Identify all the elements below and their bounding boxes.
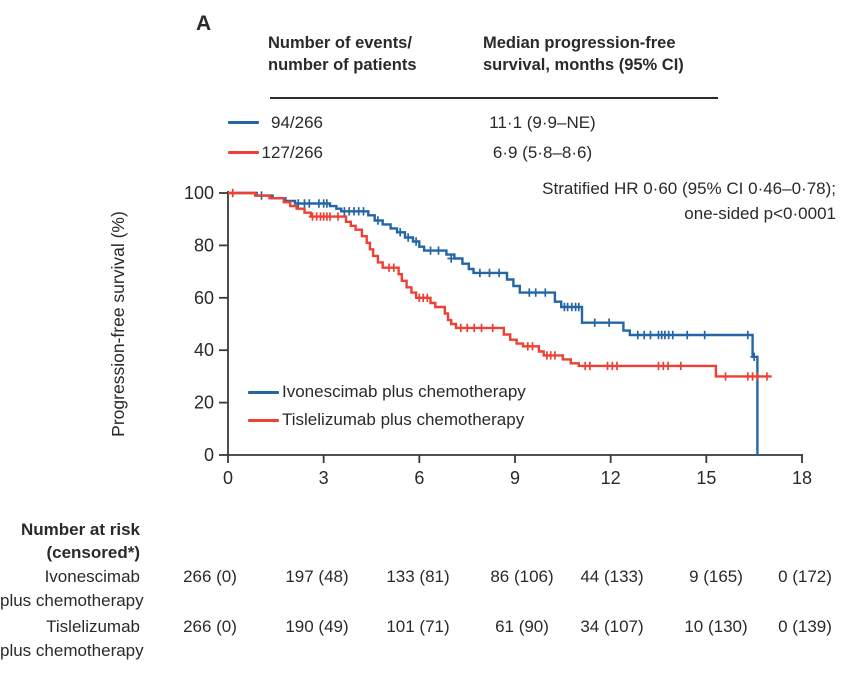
x-tick-label: 18 <box>792 468 812 488</box>
hr-annotation-line2: one-sided p<0·0001 <box>684 204 836 223</box>
x-tick-label: 6 <box>414 468 424 488</box>
y-tick-label: 40 <box>194 340 214 360</box>
y-axis-title: Progression-free survival (%) <box>108 211 128 437</box>
at-risk-cell: 0 (172) <box>778 567 832 586</box>
ivonescimab-events: 94/266 <box>271 113 323 132</box>
at-risk-subheader: (censored*) <box>46 543 140 562</box>
x-tick-label: 9 <box>510 468 520 488</box>
at-risk-cell: 101 (71) <box>386 617 450 636</box>
panel-label: A <box>196 12 212 35</box>
legend-swatch-ivonescimab <box>248 391 279 394</box>
x-tick-label: 15 <box>696 468 716 488</box>
at-risk-cell: 10 (130) <box>684 617 748 636</box>
at-risk-cell: 197 (48) <box>285 567 349 586</box>
x-tick-label: 3 <box>319 468 329 488</box>
y-tick-label: 100 <box>184 183 214 203</box>
y-tick-label: 80 <box>194 235 214 255</box>
x-tick-label: 0 <box>223 468 233 488</box>
at-risk-cell: 9 (165) <box>689 567 743 586</box>
legend-label-ivonescimab: Ivonescimab plus chemotherapy <box>282 382 526 401</box>
at-risk-header: Number at risk <box>20 520 140 539</box>
hr-annotation-line1: Stratified HR 0·60 (95% CI 0·46–0·78); <box>542 179 836 198</box>
y-tick-label: 60 <box>194 288 214 308</box>
header-rule <box>270 97 718 99</box>
median-column-header: Median progression-free survival, months… <box>483 34 684 74</box>
x-tick-label: 12 <box>601 468 621 488</box>
ivonescimab-median: 11·1 (9·9–NE) <box>489 113 596 132</box>
at-risk-row-label-ivonescimab-2: plus chemotherapy <box>0 591 144 610</box>
at-risk-cell: 133 (81) <box>386 567 450 586</box>
hr-annotation: Stratified HR 0·60 (95% CI 0·46–0·78); o… <box>542 176 836 226</box>
tislelizumab-line-swatch <box>228 151 259 154</box>
at-risk-cell: 0 (139) <box>778 617 832 636</box>
tislelizumab-events: 127/266 <box>261 143 323 162</box>
censor-marks-tislelizumab <box>229 188 771 381</box>
at-risk-cell: 86 (106) <box>490 567 554 586</box>
at-risk-cell: 44 (133) <box>580 567 644 586</box>
legend-label-tislelizumab: Tislelizumab plus chemotherapy <box>282 410 525 429</box>
y-tick-label: 20 <box>194 393 214 413</box>
at-risk-row-label-tislelizumab-2: plus chemotherapy <box>0 641 144 660</box>
at-risk-cell: 266 (0) <box>183 617 237 636</box>
events-column-header: Number of events/ number of patients <box>268 34 417 74</box>
tislelizumab-median: 6·9 (5·8–8·6) <box>492 143 593 162</box>
at-risk-cell: 190 (49) <box>285 617 349 636</box>
at-risk-cell: 266 (0) <box>183 567 237 586</box>
y-tick-label: 0 <box>204 445 214 465</box>
km-curve-ivonescimab <box>228 191 759 455</box>
legend-swatch-tislelizumab <box>248 419 279 422</box>
at-risk-cell: 61 (90) <box>495 617 549 636</box>
at-risk-row-label-ivonescimab: Ivonescimab <box>44 567 140 586</box>
at-risk-row-label-tislelizumab: Tislelizumab <box>46 617 140 636</box>
ivonescimab-line-swatch <box>228 121 259 124</box>
at-risk-cell: 34 (107) <box>580 617 644 636</box>
